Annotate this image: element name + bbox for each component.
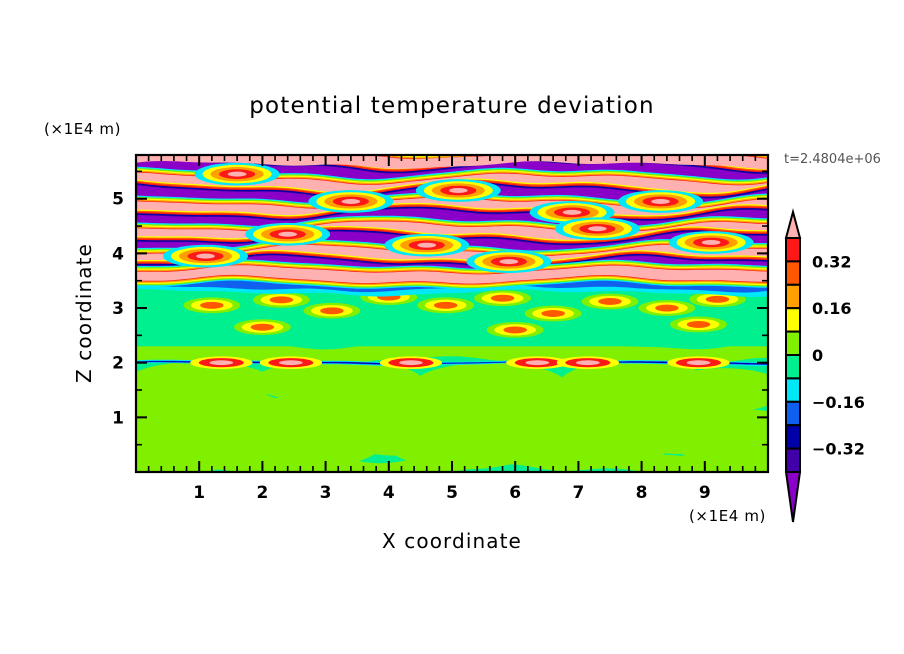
interface-hotspot-core (525, 360, 550, 366)
convective-cell (252, 359, 424, 404)
x-axis-ticks (135, 155, 769, 472)
wave-vortex-eye (562, 209, 582, 215)
colorbar-band (785, 400, 801, 427)
convective-cell (673, 409, 768, 470)
colorbar-label: 0.32 (812, 252, 851, 271)
x-tick-label: 7 (572, 483, 584, 503)
y-axis-label: Z coordinate (72, 243, 96, 383)
time-annotation: t=2.4804e+06 (784, 152, 881, 167)
wave-vortex-eye (588, 226, 607, 232)
interface-hotspot-core (279, 360, 303, 366)
y-tick-label: 3 (112, 299, 124, 319)
wave-vortex-eye (701, 239, 721, 245)
warm-blob-core (686, 320, 711, 328)
wave-vortex-eye (278, 231, 297, 237)
interface-hotspot-core (209, 360, 234, 366)
warm-blob-core (433, 301, 458, 309)
colorbar-label: −0.32 (812, 440, 865, 459)
page-title: potential temperature deviation (249, 93, 655, 119)
wave-vortex-eye (417, 242, 437, 248)
contour-field (136, 155, 768, 472)
warm-blob-core (705, 295, 730, 303)
warm-blob-core (490, 294, 515, 302)
warm-blob-core (320, 307, 344, 315)
colorbar-band (785, 447, 801, 474)
wave-core-11 (136, 265, 768, 284)
warm-blob-core (200, 301, 224, 309)
y-tick-label: 2 (112, 354, 124, 374)
colorbar-band (785, 424, 801, 450)
x-tick-label: 3 (320, 483, 332, 503)
y-tick-label: 1 (112, 408, 124, 428)
warm-blob-core (655, 304, 679, 312)
warm-blob-core (598, 298, 622, 305)
y-axis-ticks (136, 170, 768, 473)
near-surface-band (136, 446, 768, 472)
warm-blob-core (269, 296, 294, 304)
colorbar-band (785, 330, 801, 357)
colorbar-band (785, 307, 801, 333)
colorbar-band (785, 283, 801, 310)
colorbar-band (785, 354, 801, 380)
colorbar-band (785, 377, 801, 403)
convective-cell (660, 368, 768, 412)
colorbar-label: 0 (812, 346, 823, 365)
colorbar-label: 0.16 (812, 299, 851, 318)
y-tick-label: 5 (112, 190, 124, 210)
colorbar-band (785, 237, 801, 263)
warm-blob-core (503, 326, 527, 334)
colorbar-label: −0.16 (812, 393, 865, 412)
x-axis-tick-labels: 1 2 3 4 5 6 7 8 9 (193, 483, 710, 503)
wave-vortex-eye (449, 188, 468, 194)
interface-hotspot-core (686, 360, 711, 366)
x-tick-label: 2 (256, 483, 268, 503)
wave-vortex-eye (341, 198, 361, 204)
wave-vortex-eye (196, 253, 215, 259)
x-tick-label: 1 (193, 483, 205, 503)
x-axis-units: (×1E4 m) (689, 507, 766, 525)
wave-core-9 (136, 244, 768, 266)
warm-blob-core (250, 323, 275, 331)
wave-vortex-eye (499, 259, 519, 265)
interface-hotspot-core (399, 360, 423, 366)
colorbar-tick-labels: 0.32 0.16 0 −0.16 −0.32 (812, 252, 865, 458)
convective-cell (136, 371, 212, 414)
x-tick-label: 5 (446, 483, 458, 503)
plot-axes: 1 2 3 4 5 6 7 8 9 1 2 3 4 5 (112, 153, 770, 503)
x-tick-label: 6 (509, 483, 521, 503)
x-axis-label: X coordinate (382, 529, 522, 553)
x-tick-label: 8 (636, 483, 648, 503)
wave-vortex-eye (227, 171, 247, 177)
colorbar-bands (784, 208, 802, 523)
x-tick-label: 9 (699, 483, 711, 503)
colorbar[interactable]: 0.32 0.16 0 −0.16 −0.32 (784, 208, 865, 523)
x-tick-label: 4 (383, 483, 395, 503)
colorbar-band (785, 260, 801, 286)
y-axis-units: (×1E4 m) (44, 120, 121, 138)
y-axis-tick-labels: 1 2 3 4 5 (112, 190, 124, 429)
interface-hotspot-core (576, 360, 600, 366)
y-tick-label: 4 (112, 244, 124, 264)
warm-blob-core (541, 310, 565, 317)
convective-cell (410, 362, 569, 412)
wave-vortex-eye (651, 198, 670, 204)
